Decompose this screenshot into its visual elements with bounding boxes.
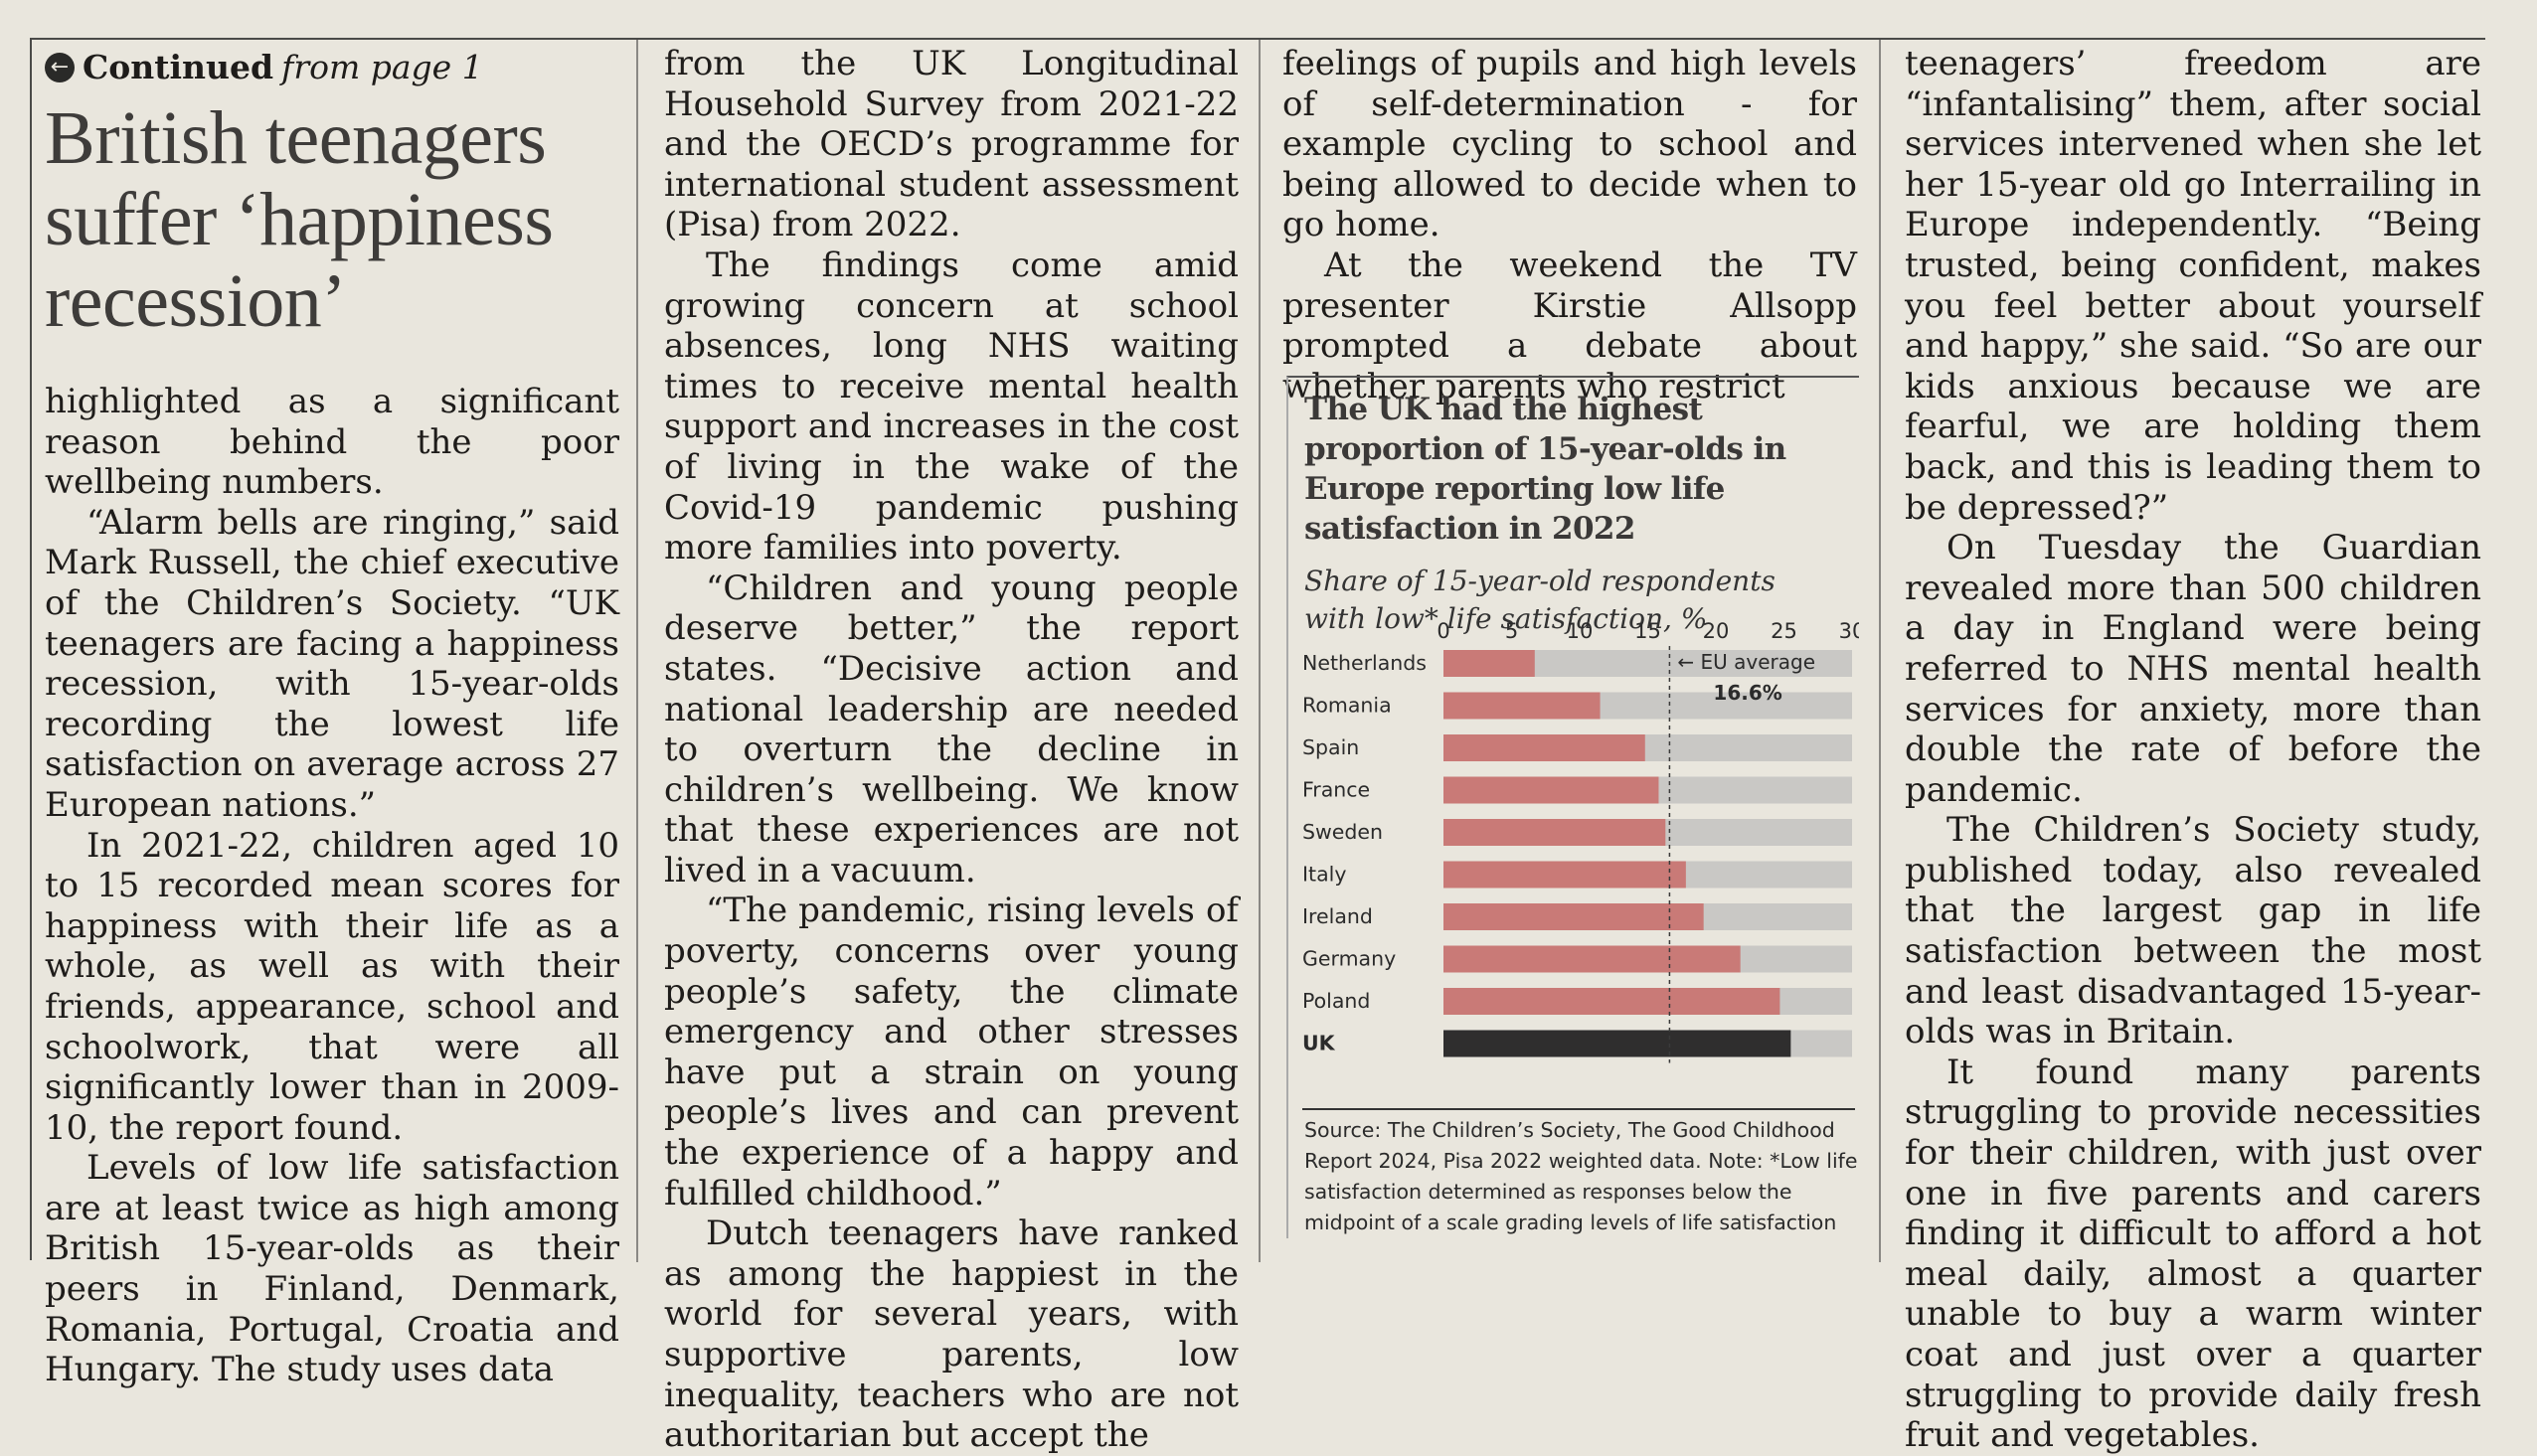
paragraph: On Tuesday the Guardian revealed more th… — [1905, 528, 2481, 810]
bar — [1443, 650, 1535, 677]
category-label: Germany — [1302, 947, 1396, 971]
paragraph: from the UK Longitudinal Household Surve… — [664, 44, 1239, 245]
x-tick-label: 15 — [1634, 619, 1661, 643]
x-tick-label: 0 — [1437, 619, 1449, 643]
headline: British teenagers suffer ‘happiness rece… — [45, 97, 619, 342]
paragraph: highlighted as a significant reason behi… — [45, 382, 619, 503]
paragraph: teenagers’ freedom are “infantalising” t… — [1905, 44, 2481, 528]
x-tick-label: 20 — [1703, 619, 1730, 643]
chart-title: The UK had the highest proportion of 15-… — [1304, 392, 1786, 547]
headline-line: British teenagers — [45, 96, 547, 180]
bar — [1443, 819, 1666, 846]
paragraph: feelings of pupils and high levels of se… — [1282, 44, 1857, 245]
category-label: France — [1302, 778, 1370, 802]
bar — [1443, 861, 1686, 889]
bar — [1443, 734, 1645, 761]
paragraph: The findings come amid growing concern a… — [664, 244, 1239, 568]
paragraph: “The pandemic, rising levels of poverty,… — [664, 890, 1239, 1213]
headline-line: suffer ‘happiness — [45, 178, 554, 261]
column-rule — [636, 40, 638, 1262]
continued-text: Continued — [83, 48, 274, 86]
eu-average-label: ← EU average — [1677, 650, 1815, 674]
bar — [1443, 1030, 1791, 1057]
bar — [1443, 692, 1601, 720]
page-left-rule — [30, 38, 32, 1260]
x-tick-label: 5 — [1505, 619, 1518, 643]
bar — [1443, 903, 1704, 930]
category-label: Ireland — [1302, 904, 1373, 928]
chart-source-note: Source: The Children’s Society, The Good… — [1304, 1118, 1858, 1234]
paragraph: In 2021-22, children aged 10 to 15 recor… — [45, 825, 619, 1148]
category-label: UK — [1302, 1032, 1336, 1055]
bar — [1443, 988, 1780, 1015]
column-rule — [1879, 40, 1881, 1262]
paragraph: Levels of low life satisfaction are at l… — [45, 1148, 619, 1390]
eu-average-value: 16.6% — [1713, 681, 1781, 705]
category-label: Sweden — [1302, 820, 1383, 844]
paragraph: At the weekend the TV presenter Kirstie … — [1282, 244, 1857, 406]
page-top-rule — [30, 38, 2485, 40]
chart-subtitle: Share of 15-year-old respondents with lo… — [1304, 565, 1776, 635]
paragraph: Dutch teenagers have ranked as among the… — [664, 1213, 1239, 1456]
headline-line: recession’ — [45, 259, 347, 343]
chart-footer-rule — [1302, 1108, 1855, 1110]
paragraph: “Children and young people deserve bette… — [664, 567, 1239, 890]
bar-chart-plot: 0 5 10 15 20 25 30 Netherlands Romania Spain Franc… — [1302, 619, 1859, 1063]
category-label: Spain — [1302, 735, 1359, 759]
article-column-4: teenagers’ freedom are “infantalising” t… — [1905, 44, 2481, 1456]
left-arrow-circle-icon: ← — [45, 53, 75, 82]
bar — [1443, 776, 1659, 804]
article-column-2: from the UK Longitudinal Household Surve… — [664, 44, 1239, 1456]
category-label: Romania — [1302, 694, 1392, 718]
x-tick-label: 30 — [1839, 619, 1859, 643]
bar — [1443, 945, 1741, 973]
column-rule — [1259, 40, 1261, 1262]
continued-label: ← Continued from page 1 — [45, 44, 619, 91]
paragraph: The Children’s Society study, published … — [1905, 810, 2481, 1052]
category-label: Poland — [1302, 989, 1370, 1013]
paragraph: “Alarm bells are ringing,” said Mark Rus… — [45, 502, 619, 825]
x-tick-label: 10 — [1567, 619, 1594, 643]
x-tick-label: 25 — [1771, 619, 1797, 643]
paragraph: It found many parents struggling to prov… — [1905, 1052, 2481, 1456]
article-column-3: feelings of pupils and high levels of se… — [1282, 44, 1857, 406]
continued-from-page: from page 1 — [281, 48, 483, 86]
category-label: Netherlands — [1302, 651, 1427, 675]
chart: The UK had the highest proportion of 15-… — [1286, 376, 1859, 1238]
article-column-1: ← Continued from page 1 British teenager… — [45, 44, 619, 1390]
category-label: Italy — [1302, 863, 1346, 887]
